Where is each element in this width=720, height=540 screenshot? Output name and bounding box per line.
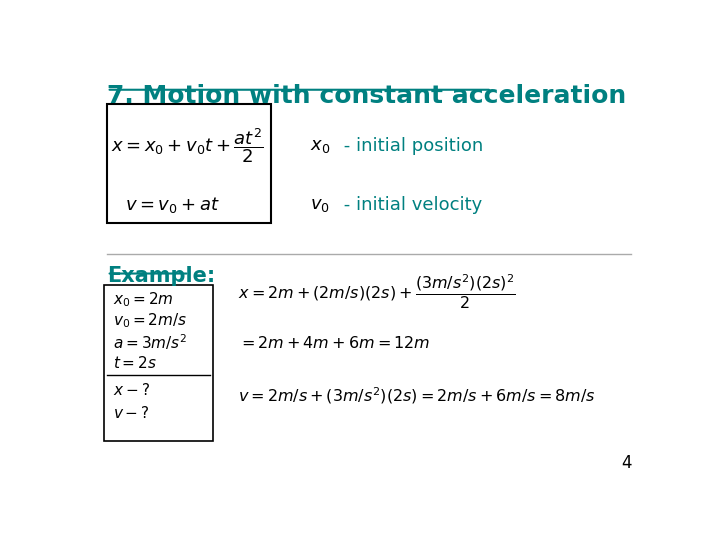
Text: $x - ?$: $x - ?$ — [114, 382, 150, 398]
Text: $v_0$: $v_0$ — [310, 196, 330, 214]
Text: $v - ?$: $v - ?$ — [114, 405, 150, 421]
Text: $t = 2s$: $t = 2s$ — [114, 355, 158, 372]
Text: $x_0 = 2m$: $x_0 = 2m$ — [114, 291, 174, 309]
Text: 7. Motion with constant acceleration: 7. Motion with constant acceleration — [107, 84, 626, 107]
Text: Example:: Example: — [107, 266, 215, 286]
Text: $a = 3m/s^2$: $a = 3m/s^2$ — [114, 332, 187, 352]
Text: - initial position: - initial position — [338, 137, 484, 155]
Text: $x_0$: $x_0$ — [310, 137, 330, 155]
Text: $v_0 = 2m/s$: $v_0 = 2m/s$ — [114, 311, 187, 330]
FancyBboxPatch shape — [107, 104, 271, 223]
Text: $x = x_0 + v_0 t + \dfrac{at^2}{2}$: $x = x_0 + v_0 t + \dfrac{at^2}{2}$ — [112, 126, 264, 165]
Text: - initial velocity: - initial velocity — [338, 196, 482, 214]
Text: $x = 2m + (2m/s)(2s) + \dfrac{(3m/s^2)(2s)^2}{2}$: $x = 2m + (2m/s)(2s) + \dfrac{(3m/s^2)(2… — [238, 272, 516, 310]
Text: $= 2m + 4m + 6m = 12m$: $= 2m + 4m + 6m = 12m$ — [238, 335, 430, 352]
Text: 4: 4 — [621, 454, 631, 472]
Text: $v = 2m/s + (3m/s^2)(2s) = 2m/s + 6m/s = 8m/s$: $v = 2m/s + (3m/s^2)(2s) = 2m/s + 6m/s =… — [238, 385, 595, 406]
FancyBboxPatch shape — [104, 285, 213, 441]
Text: $v = v_0 + at$: $v = v_0 + at$ — [125, 195, 220, 215]
